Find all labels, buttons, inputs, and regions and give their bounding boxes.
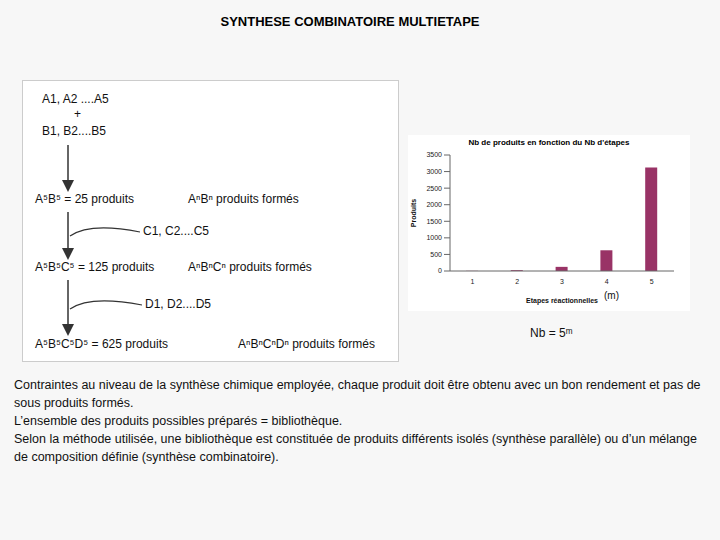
html-text:L’ensemble des produits possib: L’ensemble des produits possibles prépar… — [14, 414, 343, 428]
svg-text:500: 500 — [430, 251, 442, 258]
svg-text:2000: 2000 — [426, 201, 442, 208]
html-text:Contraintes au niveau de la sy: Contraintes au niveau de la synthèse chi… — [14, 378, 701, 410]
svg-text:Etapes réactionnelles: Etapes réactionnelles — [526, 297, 598, 305]
svg-text:3: 3 — [560, 278, 564, 285]
svg-text:Produits: Produits — [410, 199, 417, 227]
svg-text:0: 0 — [438, 267, 442, 274]
html-text:A⁵B⁵C⁵D⁵ = 625 produits: A⁵B⁵C⁵D⁵ = 625 produits — [35, 337, 168, 351]
html-text:A⁵B⁵C⁵ = 125 produits: A⁵B⁵C⁵ = 125 produits — [35, 260, 155, 274]
html-text:C1, C2....C5: C1, C2....C5 — [143, 224, 209, 238]
html-text:(m): (m) — [604, 290, 619, 301]
html-text:AⁿBⁿ produits formés: AⁿBⁿ produits formés — [188, 192, 299, 206]
html-text:AⁿBⁿCⁿ produits formés: AⁿBⁿCⁿ produits formés — [188, 260, 312, 274]
svg-text:1500: 1500 — [426, 218, 442, 225]
svg-text:3000: 3000 — [426, 168, 442, 175]
svg-text:3500: 3500 — [426, 151, 442, 158]
svg-text:2500: 2500 — [426, 185, 442, 192]
html-text:Nb = 5ᵐ: Nb = 5ᵐ — [530, 326, 573, 340]
html-text:A⁵B⁵ = 25 produits: A⁵B⁵ = 25 produits — [35, 192, 134, 206]
html-text:D1, D2....D5: D1, D2....D5 — [145, 297, 211, 311]
svg-text:1: 1 — [470, 278, 474, 285]
svg-text:5: 5 — [650, 278, 654, 285]
html-text:Selon la méthode utilisée, une: Selon la méthode utilisée, une bibliothè… — [14, 432, 697, 464]
html-text:AⁿBⁿCⁿDⁿ produits formés: AⁿBⁿCⁿDⁿ produits formés — [238, 337, 375, 351]
svg-text:4: 4 — [605, 278, 609, 285]
html-text:B1, B2....B5: B1, B2....B5 — [42, 124, 106, 138]
svg-text:1000: 1000 — [426, 234, 442, 241]
html-text:A1, A2 ....A5: A1, A2 ....A5 — [42, 92, 109, 106]
svg-text:2: 2 — [515, 278, 519, 285]
html-text:Nb de produits en fonction du: Nb de produits en fonction du Nb d'étape… — [468, 138, 630, 147]
html-text:SYNTHESE COMBINATOIRE MULTIETA: SYNTHESE COMBINATOIRE MULTIETAPE — [220, 14, 480, 29]
